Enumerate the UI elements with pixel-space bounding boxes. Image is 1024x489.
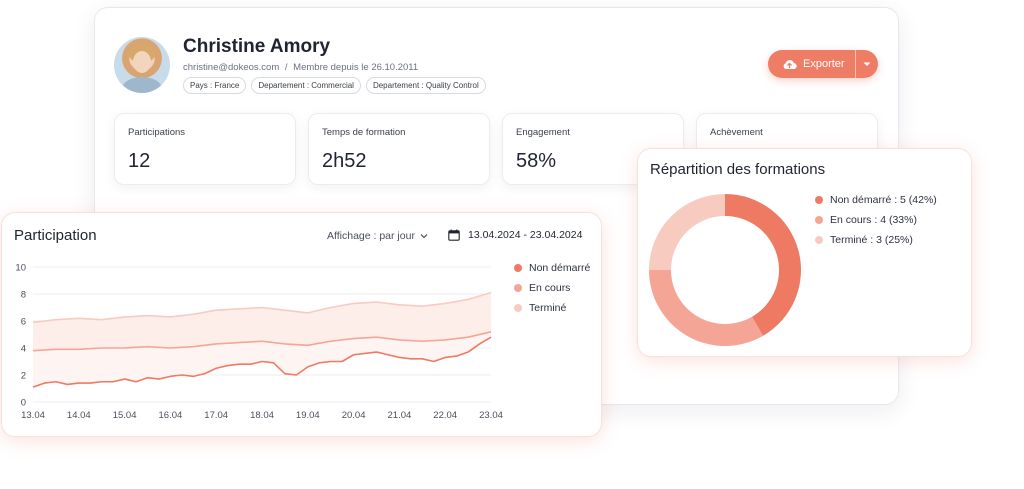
avatar [114,37,170,93]
legend-label: Terminé [529,302,567,314]
donut-slice [725,194,801,336]
stat-label: Temps de formation [322,127,406,138]
stat-label: Achèvement [710,127,763,138]
participation-title: Participation [14,227,97,244]
y-tick-label: 4 [21,344,26,355]
legend-dot [514,264,522,272]
display-filter-dropdown[interactable]: Affichage : par jour [327,230,428,242]
chip-country: Pays : France [183,77,247,94]
legend-dot [815,236,823,244]
y-tick-label: 6 [21,317,26,328]
repartition-donut-chart [649,194,801,346]
x-tick-label: 16.04 [159,410,183,421]
chevron-down-icon [420,234,428,239]
legend-item: Non démarré [514,262,590,274]
repartition-card: Répartition des formations Non démarré :… [637,148,972,357]
chevron-down-icon [863,62,871,66]
chip-department: Departement : Commercial [251,77,361,94]
legend-label: En cours [529,282,571,294]
legend-label: Non démarré [529,262,591,274]
participation-line-chart: 0 2 4 6 8 10 13.04 14.04 15.04 16.04 17.04 18.04 19.… [15,263,503,422]
participation-legend: Non démarré En cours Terminé [514,262,590,314]
display-filter-label: Affichage : par jour [327,230,415,242]
y-tick-label: 10 [15,263,26,274]
x-tick-label: 20.04 [342,410,366,421]
stat-card-training-time: Temps de formation 2h52 [308,113,490,185]
x-tick-label: 19.04 [296,410,320,421]
legend-dot [514,284,522,292]
stat-value: 58% [516,150,557,172]
legend-dot [514,304,522,312]
export-dropdown-button[interactable] [856,50,878,78]
repartition-title: Répartition des formations [650,161,826,178]
date-range-label: 13.04.2024 - 23.04.2024 [468,229,583,241]
stat-label: Participations [128,127,186,138]
x-tick-label: 15.04 [113,410,137,421]
meta-separator: / [284,62,288,73]
donut-slice [649,270,763,346]
series-line [32,331,492,352]
legend-dot [815,216,823,224]
stat-card-engagement: Engagement 58% [502,113,684,185]
export-button[interactable]: Exporter [768,50,855,78]
export-button-group: Exporter [768,50,878,78]
profile-chips: Pays : France Departement : Commercial D… [183,77,486,94]
legend-label: Terminé : 3 (25%) [830,234,913,246]
legend-item: En cours [514,282,590,294]
repartition-legend: Non démarré : 5 (42%) En cours : 4 (33%)… [815,194,937,246]
legend-item: En cours : 4 (33%) [815,214,937,226]
stat-value: 2h52 [322,150,367,172]
legend-label: En cours : 4 (33%) [830,214,917,226]
x-tick-label: 13.04 [21,410,45,421]
donut-slice [649,194,725,270]
x-tick-label: 18.04 [250,410,274,421]
user-name: Christine Amory [183,36,331,57]
chip-department: Departement : Quality Control [365,77,486,94]
x-tick-label: 21.04 [388,410,412,421]
legend-label: Non démarré : 5 (42%) [830,194,937,206]
series-area [33,331,491,388]
stat-card-participations: Participations 12 [114,113,296,185]
export-label: Exporter [803,58,845,70]
series-line [32,291,492,324]
member-since: Membre depuis le 26.10.2011 [293,62,419,73]
legend-item: Terminé : 3 (25%) [815,234,937,246]
x-tick-label: 17.04 [204,410,228,421]
participation-card: Participation Affichage : par jour 13.04… [1,212,602,437]
legend-item: Non démarré : 5 (42%) [815,194,937,206]
y-tick-label: 8 [21,290,26,301]
y-tick-label: 0 [21,398,26,409]
legend-item: Terminé [514,302,590,314]
series-area [33,292,491,351]
x-tick-label: 22.04 [433,410,457,421]
x-tick-label: 14.04 [67,410,91,421]
cloud-upload-icon [783,60,797,70]
stat-value: 12 [128,150,151,172]
x-tick-label: 23.04 [479,410,503,421]
legend-dot [815,196,823,204]
user-meta: christine@dokeos.com / Membre depuis le … [183,62,421,73]
user-email: christine@dokeos.com [183,62,280,73]
date-range-picker[interactable]: 13.04.2024 - 23.04.2024 [448,229,582,241]
calendar-icon [448,229,460,241]
series-line [32,336,492,388]
stat-label: Engagement [516,127,570,138]
y-tick-label: 2 [21,371,26,382]
